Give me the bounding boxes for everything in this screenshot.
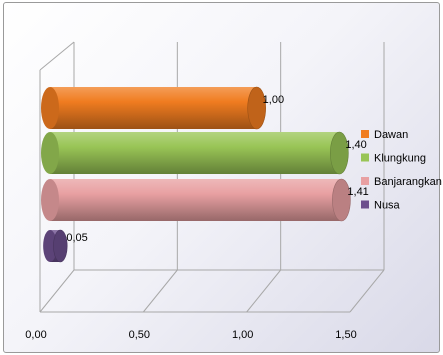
bar-nusa-start-cap <box>43 230 57 262</box>
bar-nusa-end-cap <box>53 229 68 263</box>
data-label-klungkung: 1,40 <box>345 139 366 151</box>
legend-label-dawan: Dawan <box>374 129 408 141</box>
bar-banjarangkan-end-cap <box>332 178 351 222</box>
legend-swatch-dawan <box>361 130 369 138</box>
x-tick-label: 0,00 <box>25 329 46 341</box>
legend-label-klungkung: Klungkung <box>374 153 426 165</box>
floor-gridline <box>246 269 282 313</box>
bar-banjarangkan <box>50 179 342 221</box>
x-tick-label: 1,50 <box>335 329 356 341</box>
legend-label-banjarangkan: Banjarangkan <box>374 176 442 188</box>
bar-klungkung-start-cap <box>41 132 59 174</box>
data-label-nusa: 0,05 <box>66 232 87 244</box>
floor-gridline <box>142 269 178 313</box>
x-tick-label: 0,50 <box>129 329 150 341</box>
floor-gridline <box>39 269 75 313</box>
data-label-dawan: 1,00 <box>263 94 284 106</box>
legend-swatch-nusa <box>361 200 369 209</box>
bar-dawan-start-cap <box>41 87 59 129</box>
legend-label-nusa: Nusa <box>374 200 401 212</box>
floor-gridline <box>349 269 385 313</box>
bar-dawan-end-cap <box>247 86 266 130</box>
bar-klungkung <box>50 132 340 174</box>
bar-banjarangkan-start-cap <box>41 179 59 221</box>
legend-swatch-klungkung <box>361 153 369 162</box>
data-label-banjarangkan: 1,41 <box>347 186 368 198</box>
wall-edge <box>39 41 75 71</box>
bar-dawan <box>50 87 257 129</box>
x-tick-label: 1,00 <box>232 329 253 341</box>
bar-klungkung-end-cap <box>330 131 349 175</box>
legend-swatch-banjarangkan <box>361 177 369 185</box>
